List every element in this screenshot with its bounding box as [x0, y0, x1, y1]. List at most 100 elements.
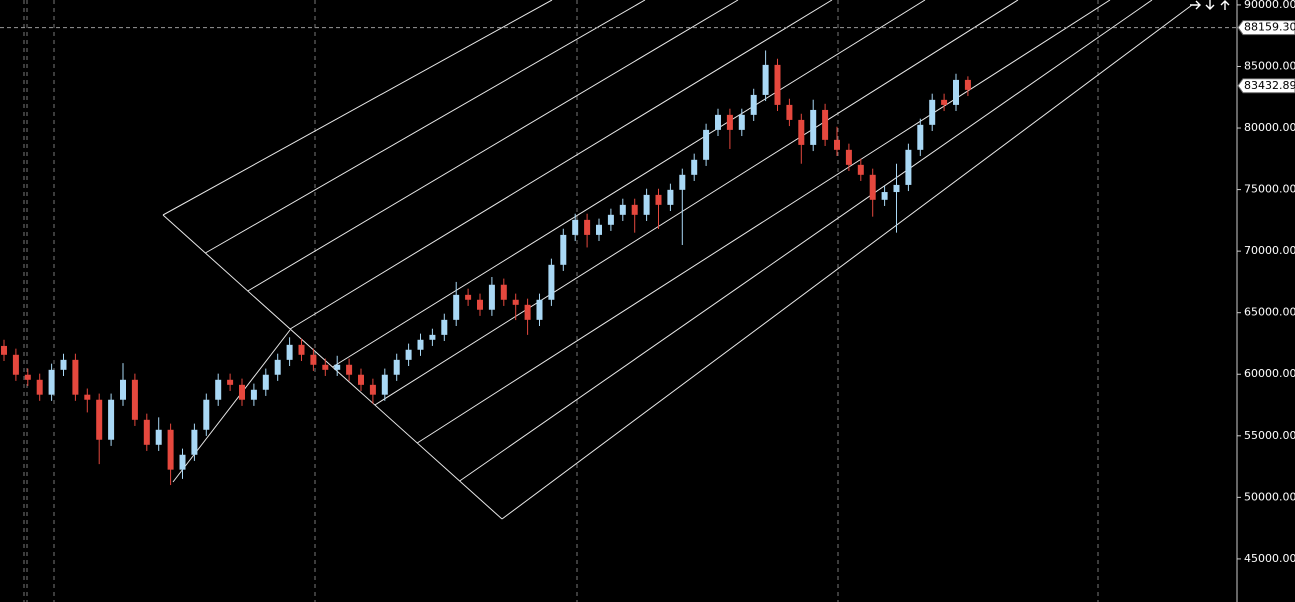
candle-body	[250, 389, 257, 400]
price-marker-label: 88159.30	[1244, 21, 1295, 34]
candle-body	[905, 149, 912, 185]
candle-body	[596, 224, 602, 235]
candle-body	[679, 174, 686, 190]
pitchfork-line	[162, 0, 553, 216]
pitchfork-line	[374, 0, 1019, 406]
candle-body	[167, 429, 174, 470]
candle-body	[500, 284, 507, 300]
candle-body	[786, 104, 793, 120]
candle-body	[120, 379, 126, 400]
y-tick-label: 75000.00	[1244, 183, 1295, 196]
candle-body	[274, 359, 281, 375]
pitchfork-handle	[172, 329, 291, 483]
candle-body	[941, 99, 948, 105]
y-tick-label: 55000.00	[1244, 429, 1295, 442]
candle-body	[869, 174, 876, 200]
arrow-up-icon[interactable]	[1220, 0, 1230, 10]
candle-body	[726, 114, 733, 130]
candle-body	[655, 194, 662, 205]
y-tick-label: 65000.00	[1244, 306, 1295, 319]
candle-body	[607, 214, 614, 225]
price-marker-box	[1237, 20, 1295, 36]
candle-body	[453, 294, 460, 320]
candle-body	[881, 192, 888, 200]
candle-body	[417, 339, 424, 350]
y-tick-label: 70000.00	[1244, 244, 1295, 257]
candle-body	[36, 379, 43, 395]
candle-body	[203, 399, 210, 430]
candle-body	[822, 109, 829, 140]
pitchfork-line	[332, 0, 926, 368]
candle-body	[834, 139, 840, 150]
candle-body	[322, 364, 329, 370]
pitchfork-line	[501, 4, 1193, 520]
candle-body	[536, 299, 543, 320]
candle-body	[1, 345, 7, 355]
candle-body	[84, 394, 91, 400]
candle-body	[798, 119, 805, 145]
candle-body	[524, 304, 531, 320]
candle-body	[810, 109, 817, 145]
candle-body	[381, 374, 388, 395]
candle-body	[631, 204, 638, 215]
candle-body	[393, 359, 400, 375]
candle-body	[572, 219, 579, 235]
candle-body	[548, 264, 555, 300]
candle-body	[405, 349, 412, 360]
candle-body	[643, 194, 650, 215]
candle-body	[584, 219, 591, 235]
pitchfork-line	[459, 0, 1153, 482]
candle-body	[857, 164, 864, 175]
candle-body	[917, 124, 924, 150]
candle-body	[762, 64, 769, 95]
y-tick-label: 90000.00	[1244, 0, 1295, 11]
candle-body	[429, 334, 436, 340]
pitchfork-line	[289, 0, 833, 330]
candle-body	[750, 94, 757, 115]
candle-body	[286, 344, 293, 360]
candle-body	[691, 159, 698, 175]
candle-body	[465, 294, 472, 300]
candle-body	[179, 454, 186, 470]
y-tick-label: 85000.00	[1244, 59, 1295, 72]
candle-body	[477, 299, 483, 310]
candle-body	[929, 99, 936, 125]
candle-body	[131, 379, 138, 420]
candle-body	[893, 184, 900, 193]
candle-body	[512, 299, 519, 305]
y-tick-label: 50000.00	[1244, 490, 1295, 503]
pitchfork-drawing	[162, 0, 1193, 520]
candle-body	[346, 364, 353, 375]
candle-body	[560, 234, 567, 265]
y-tick-label: 60000.00	[1244, 367, 1295, 380]
candle-body	[72, 359, 79, 395]
candle-body	[358, 374, 364, 385]
pitchfork-line	[205, 0, 646, 254]
arrow-down-icon[interactable]	[1205, 0, 1215, 10]
pitchfork-line	[247, 0, 739, 292]
price-marker-box	[1237, 78, 1295, 94]
candle-body	[738, 114, 745, 130]
candle-body	[488, 284, 495, 310]
y-tick-label: 80000.00	[1244, 121, 1295, 134]
candle-body	[96, 399, 103, 440]
candle-body	[774, 64, 781, 105]
candle-body	[667, 189, 674, 205]
candle-body	[48, 369, 55, 395]
price-marker-label: 83432.89	[1244, 79, 1295, 92]
candle-body	[619, 204, 626, 215]
candle-body	[239, 384, 245, 400]
candle-body	[12, 354, 19, 375]
candle-body	[715, 114, 721, 130]
candle-body	[143, 419, 150, 445]
candle-body	[24, 374, 31, 380]
candle-body	[108, 399, 115, 440]
candle-body	[215, 379, 222, 400]
pitchfork-line	[416, 0, 1111, 444]
candle-body	[227, 379, 234, 385]
candle-body	[703, 129, 710, 160]
candle-body	[298, 344, 305, 355]
candle-body	[310, 354, 317, 365]
